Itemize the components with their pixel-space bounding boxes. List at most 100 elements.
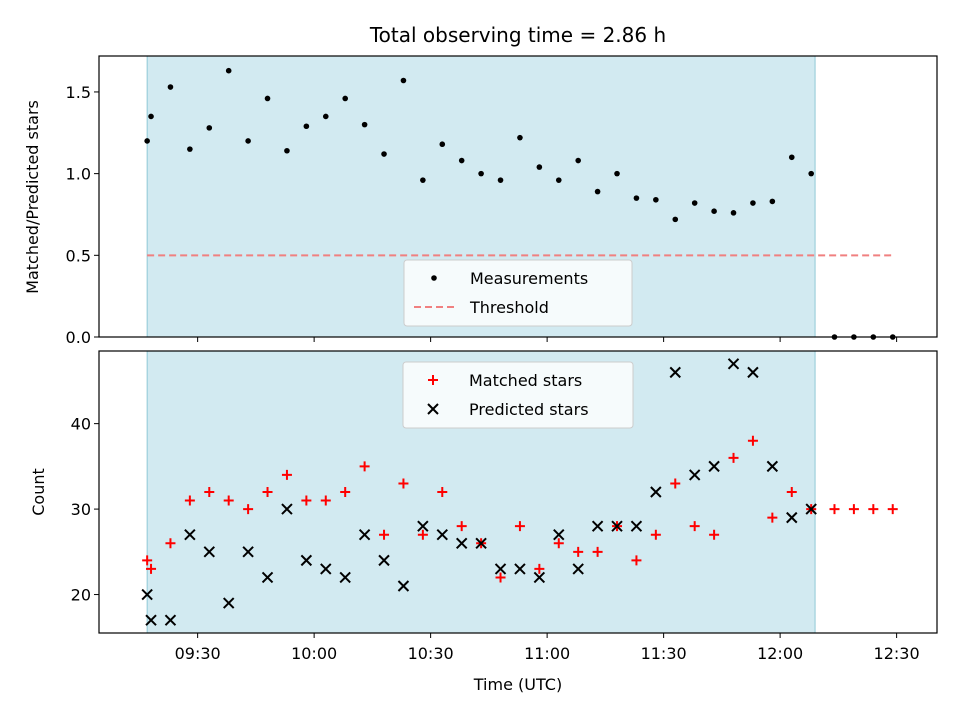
y-tick-label: 30 [71, 500, 91, 519]
measurement-point [264, 95, 271, 102]
matched-star-point [829, 504, 840, 515]
predicted-star-point [417, 520, 429, 532]
legend-label: Threshold [469, 298, 549, 317]
matched-star-point [165, 538, 176, 549]
y-tick-label: 40 [71, 415, 91, 434]
matched-star-point [437, 487, 448, 497]
predicted-star-point [455, 537, 468, 549]
predicted-star-point [669, 366, 681, 379]
measurement-point [458, 157, 465, 164]
predicted-star-point [164, 614, 177, 626]
measurement-point [614, 170, 620, 177]
measurement-point [400, 77, 407, 84]
chart-title: Total observing time = 2.86 h [369, 23, 666, 47]
matched-star-point [670, 478, 681, 489]
top-chart: Total observing time = 2.86 h 0.0 0.5 1.0 1… [23, 23, 938, 347]
matched-star-point [184, 495, 195, 506]
axes-frame [98, 350, 938, 634]
matched-star-point [786, 487, 797, 497]
legend-swatch [428, 375, 438, 385]
matched-star-point [592, 546, 603, 557]
predicted-star-point [591, 520, 604, 532]
predicted-star-point [611, 520, 623, 532]
matched-star-point [456, 521, 467, 532]
matched-star-point [534, 563, 545, 574]
matched-star-point [223, 495, 234, 506]
predicted-star-point [320, 563, 332, 575]
measurement-point [653, 196, 659, 203]
predicted-star-point [261, 571, 274, 584]
measurement-point [769, 198, 776, 205]
legend-box [403, 259, 633, 327]
measurement-point [478, 170, 484, 177]
predicted-star-point [688, 469, 701, 481]
measurement-point [594, 188, 601, 195]
bottom-plot-area: 20 30 40 09:30 10:00 10:30 11:00 11:30 12:00 12:3… [71, 350, 938, 663]
y-tick-label: 0.5 [66, 246, 91, 265]
matched-star-point [709, 529, 720, 540]
x-tick-label: 12:00 [757, 644, 803, 663]
x-tick-label: 11:00 [524, 644, 570, 663]
top-y-axis-label: Matched/Predicted stars [23, 100, 42, 294]
predicted-star-point [708, 460, 720, 473]
legend-swatch [431, 275, 437, 281]
matched-star-point [689, 521, 700, 532]
predicted-star-point [494, 563, 507, 575]
matched-star-point [767, 512, 778, 523]
matched-star-point [398, 478, 409, 489]
predicted-star-point [436, 529, 448, 541]
measurement-point [225, 67, 232, 74]
legend-label: Predicted stars [469, 400, 589, 419]
measurement-point [144, 138, 150, 144]
y-tick-label: 1.5 [66, 83, 91, 102]
measurement-point [148, 113, 154, 120]
matched-star-point [142, 555, 153, 566]
matched-star-point [573, 546, 584, 557]
matched-star-point [281, 469, 292, 480]
measurement-point [555, 177, 562, 183]
measurement-point [750, 200, 756, 206]
matched-star-point [243, 504, 254, 515]
predicted-star-point [378, 554, 390, 567]
measurement-point [381, 151, 387, 157]
matched-star-point [514, 521, 525, 532]
matched-star-point [379, 529, 390, 540]
predicted-star-point [572, 563, 584, 575]
predicted-star-point [650, 486, 662, 498]
matched-star-point [340, 487, 351, 497]
x-tick-label: 12:30 [874, 644, 920, 663]
predicted-star-point [553, 529, 565, 541]
matched-star-point [359, 461, 370, 472]
measurement-point [284, 147, 290, 154]
measurement-point [303, 123, 310, 130]
predicted-star-point [747, 366, 759, 379]
y-tick-label: 20 [71, 586, 91, 605]
y-tick-label: 1.0 [66, 165, 91, 184]
predicted-star-point [203, 546, 215, 558]
x-tick-label: 10:30 [408, 644, 454, 663]
predicted-star-point [727, 358, 740, 370]
predicted-star-point [475, 537, 487, 549]
predicted-star-point [397, 580, 410, 592]
matched-star-point [320, 495, 331, 506]
predicted-star-point [766, 460, 779, 473]
predicted-star-point [141, 588, 153, 601]
measurement-point [322, 113, 329, 120]
matched-star-point [747, 435, 758, 446]
measurement-point [730, 210, 737, 216]
x-tick-label: 10:00 [291, 644, 337, 663]
matched-star-point [495, 572, 506, 583]
predicted-star-point [358, 529, 371, 541]
predicted-star-point [514, 563, 526, 575]
measurement-point [711, 208, 717, 215]
measurement-point [245, 138, 251, 144]
top-plot-area: 0.0 0.5 1.0 1.5 Measurements Threshold [66, 55, 938, 347]
y-tick-label: 0.0 [66, 328, 91, 347]
matched-star-point [848, 504, 859, 515]
measurement-point [672, 216, 679, 223]
bottom-y-axis-label: Count [29, 468, 48, 516]
x-axis-label: Time (UTC) [473, 675, 562, 694]
matched-star-point [262, 487, 273, 497]
measurement-point [420, 177, 426, 183]
